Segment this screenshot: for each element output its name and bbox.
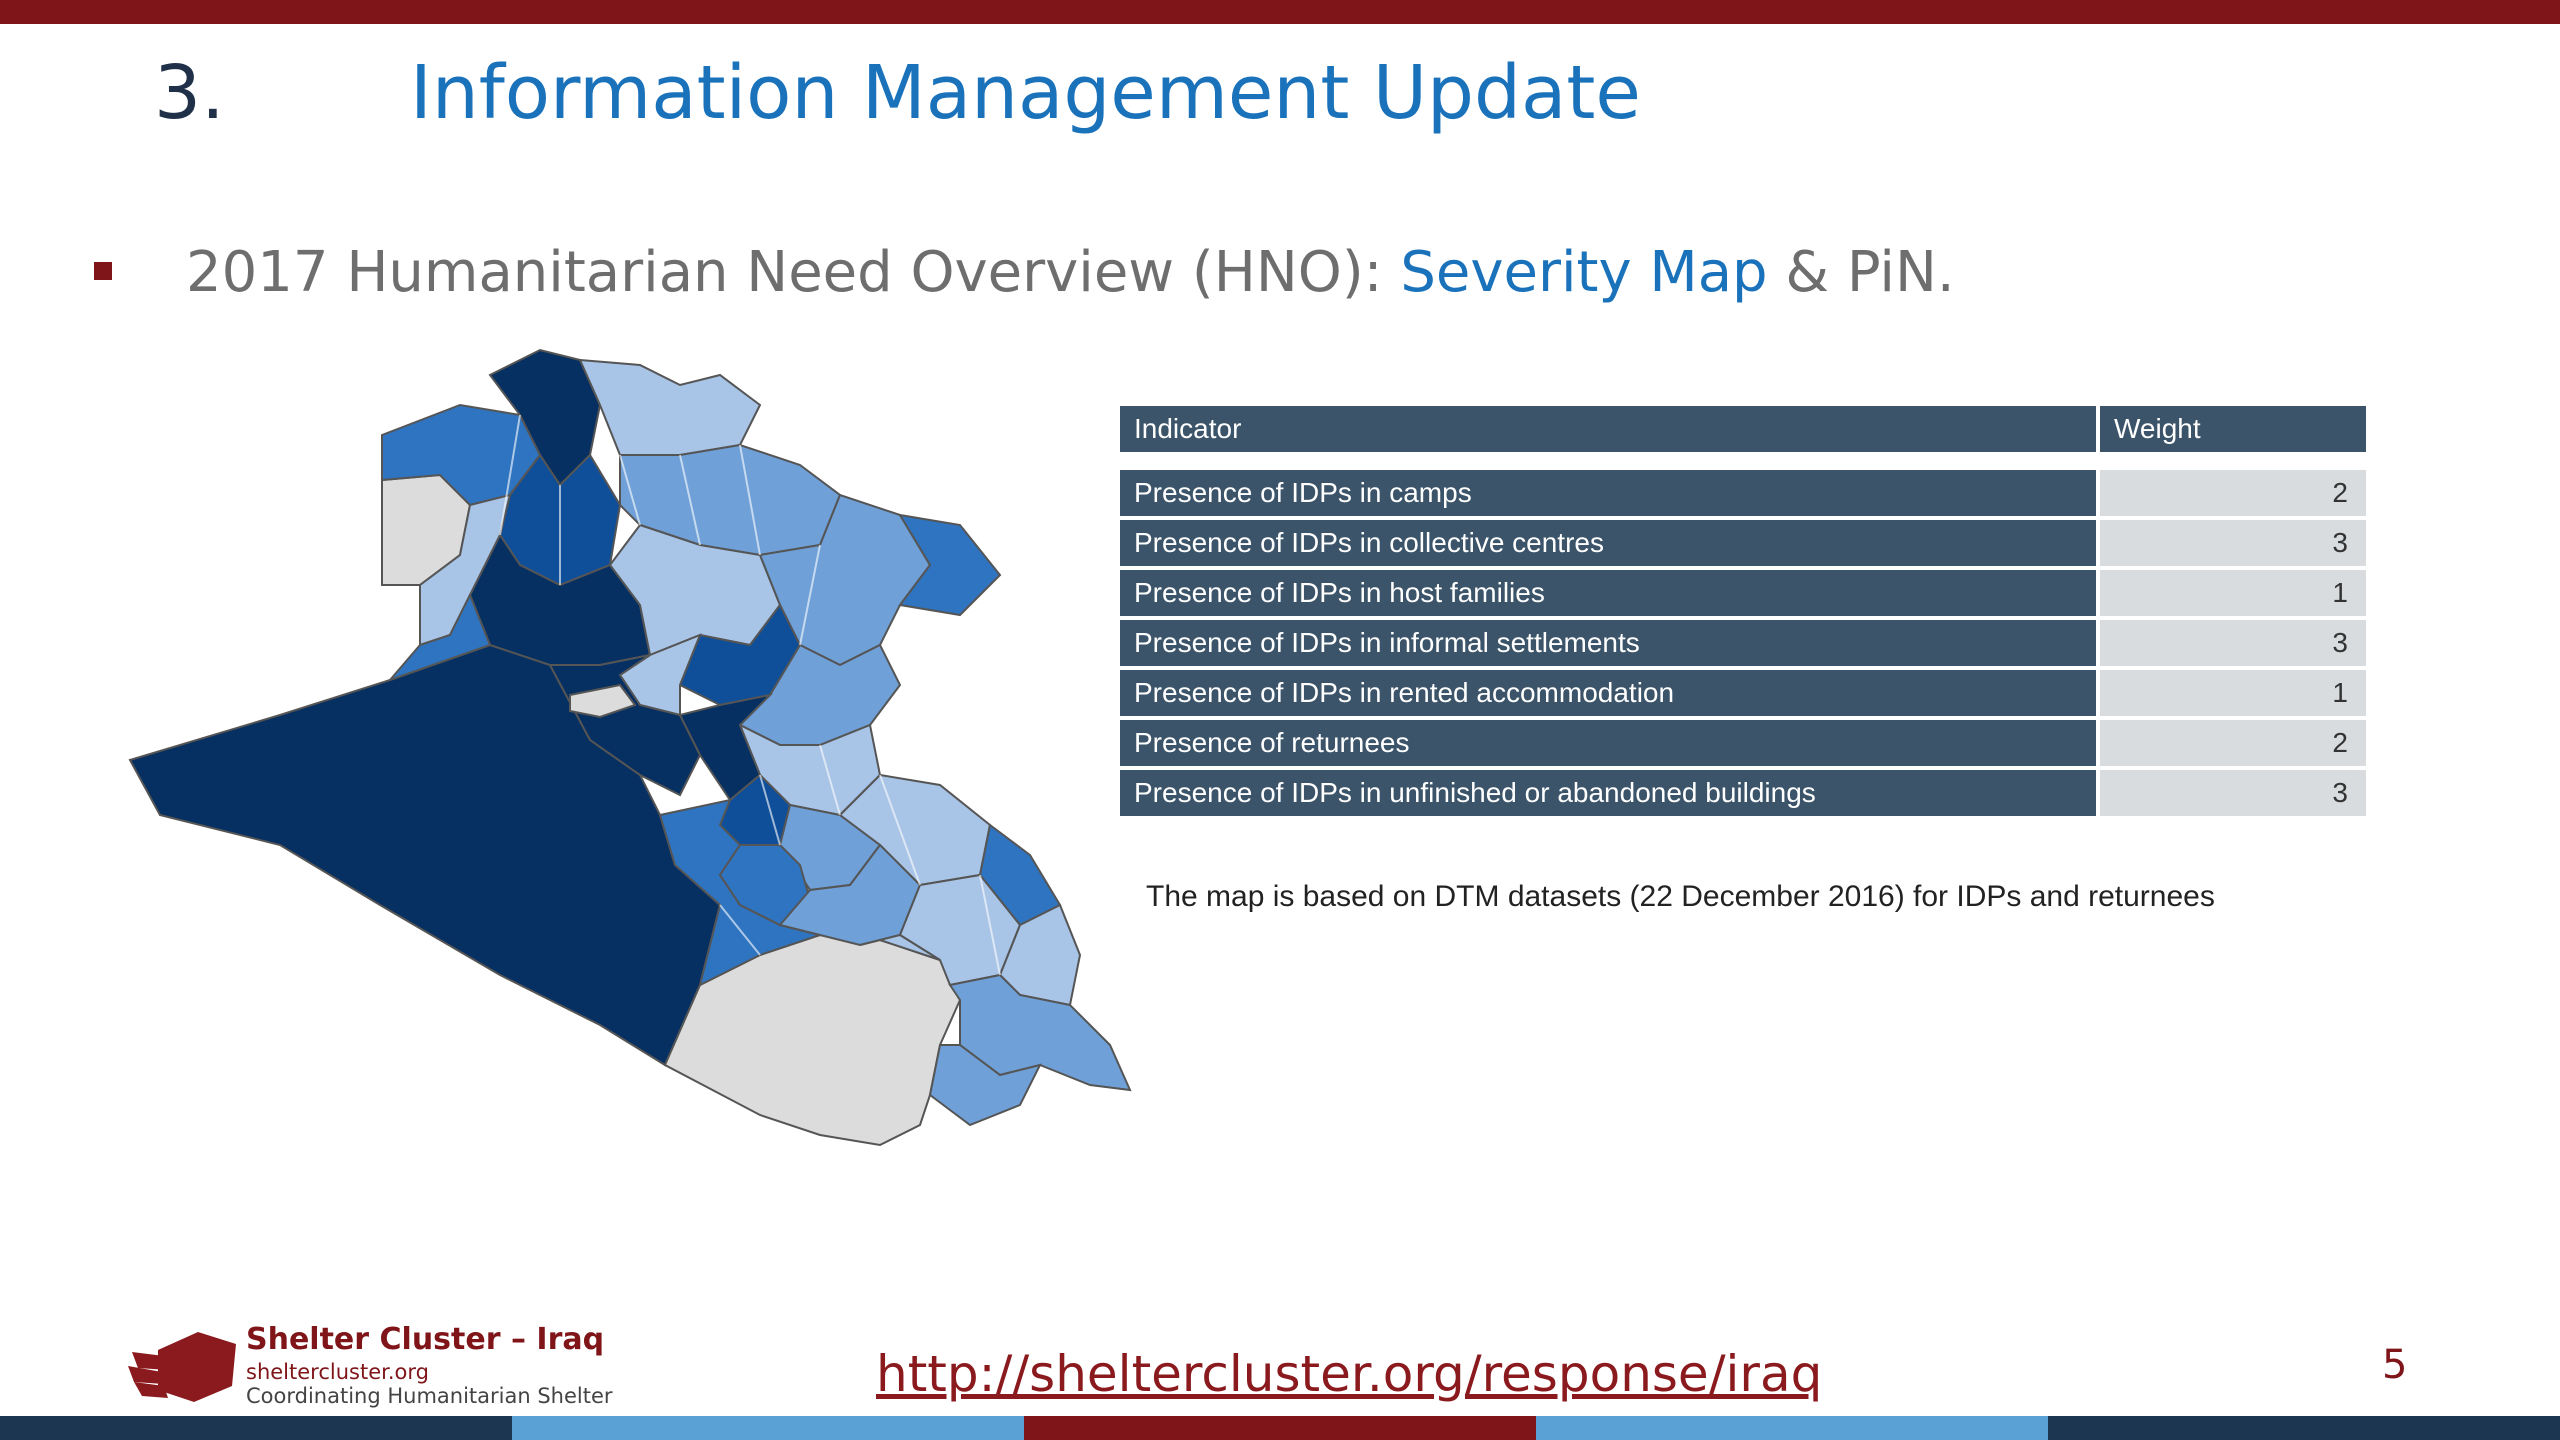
- region-basrah-south: [928, 1044, 1042, 1127]
- weight-cell: 3: [2100, 620, 2366, 666]
- region-basrah: [948, 973, 1132, 1092]
- section-number: 3.: [154, 50, 225, 136]
- footer-org-name: Shelter Cluster – Iraq: [246, 1322, 605, 1357]
- shelter-hands-logo-icon: [128, 1330, 238, 1404]
- bullet-square-icon: [94, 262, 112, 280]
- weight-cell: 1: [2100, 670, 2366, 716]
- weight-cell: 3: [2100, 520, 2366, 566]
- bottom-color-band: [0, 1416, 2560, 1440]
- region-baghdad: [678, 693, 774, 802]
- header-weight: Weight: [2100, 406, 2366, 452]
- indicator-cell: Presence of IDPs in host families: [1120, 570, 2096, 616]
- indicator-cell: Presence of IDPs in informal settlements: [1120, 620, 2096, 666]
- band-segment: [2048, 1416, 2560, 1440]
- table-row: Presence of IDPs in collective centres 3: [1120, 520, 2366, 566]
- region-tel-afar: [386, 592, 492, 683]
- map-source-note: The map is based on DTM datasets (22 Dec…: [1146, 880, 2215, 913]
- indicator-cell: Presence of IDPs in collective centres: [1120, 520, 2096, 566]
- band-segment: [0, 1416, 512, 1440]
- indicator-cell: Presence of IDPs in camps: [1120, 470, 2096, 516]
- band-segment: [1024, 1416, 1536, 1440]
- region-muthanna-edge: [859, 933, 941, 961]
- indicator-cell: Presence of IDPs in unfinished or abando…: [1120, 770, 2096, 816]
- region-dohuk: [578, 358, 762, 456]
- response-link[interactable]: http://sheltercluster.org/response/iraq: [876, 1345, 1823, 1403]
- district-boundaries: [499, 414, 1001, 976]
- severity-map: [120, 345, 1150, 1225]
- indicator-cell: Presence of returnees: [1120, 720, 2096, 766]
- region-sulaymaniyah-east: [898, 513, 1002, 617]
- table-row: Presence of IDPs in informal settlements…: [1120, 620, 2366, 666]
- table-row: Presence of returnees 2: [1120, 720, 2366, 766]
- region-samarra-lake: [569, 683, 637, 719]
- bullet-suffix: & PiN.: [1767, 240, 1955, 305]
- table-row: Presence of IDPs in rented accommodation…: [1120, 670, 2366, 716]
- table-row: Presence of IDPs in host families 1: [1120, 570, 2366, 616]
- table-spacer: [1120, 456, 2366, 466]
- table-row: Presence of IDPs in camps 2: [1120, 470, 2366, 516]
- weight-cell: 1: [2100, 570, 2366, 616]
- band-segment: [1536, 1416, 2048, 1440]
- page-number: 5: [2382, 1342, 2408, 1388]
- table-row: Presence of IDPs in unfinished or abando…: [1120, 770, 2366, 816]
- footer-site: sheltercluster.org: [246, 1360, 429, 1384]
- header-indicator: Indicator: [1120, 406, 2096, 452]
- table-header-row: Indicator Weight: [1120, 406, 2366, 452]
- iraq-severity-map-svg: [128, 348, 1132, 1147]
- weight-cell: 2: [2100, 470, 2366, 516]
- top-accent-bar: [0, 0, 2560, 24]
- footer-tagline: Coordinating Humanitarian Shelter: [246, 1384, 613, 1408]
- weight-cell: 2: [2100, 720, 2366, 766]
- weight-cell: 3: [2100, 770, 2366, 816]
- indicator-weight-table: Indicator Weight Presence of IDPs in cam…: [1116, 402, 2370, 820]
- indicator-cell: Presence of IDPs in rented accommodation: [1120, 670, 2096, 716]
- bullet-text: 2017 Humanitarian Need Overview (HNO): S…: [186, 240, 1955, 305]
- severity-map-label: Severity Map: [1400, 240, 1768, 305]
- band-segment: [512, 1416, 1024, 1440]
- bullet-prefix: 2017 Humanitarian Need Overview (HNO):: [186, 240, 1401, 305]
- slide-title: Information Management Update: [410, 50, 1641, 136]
